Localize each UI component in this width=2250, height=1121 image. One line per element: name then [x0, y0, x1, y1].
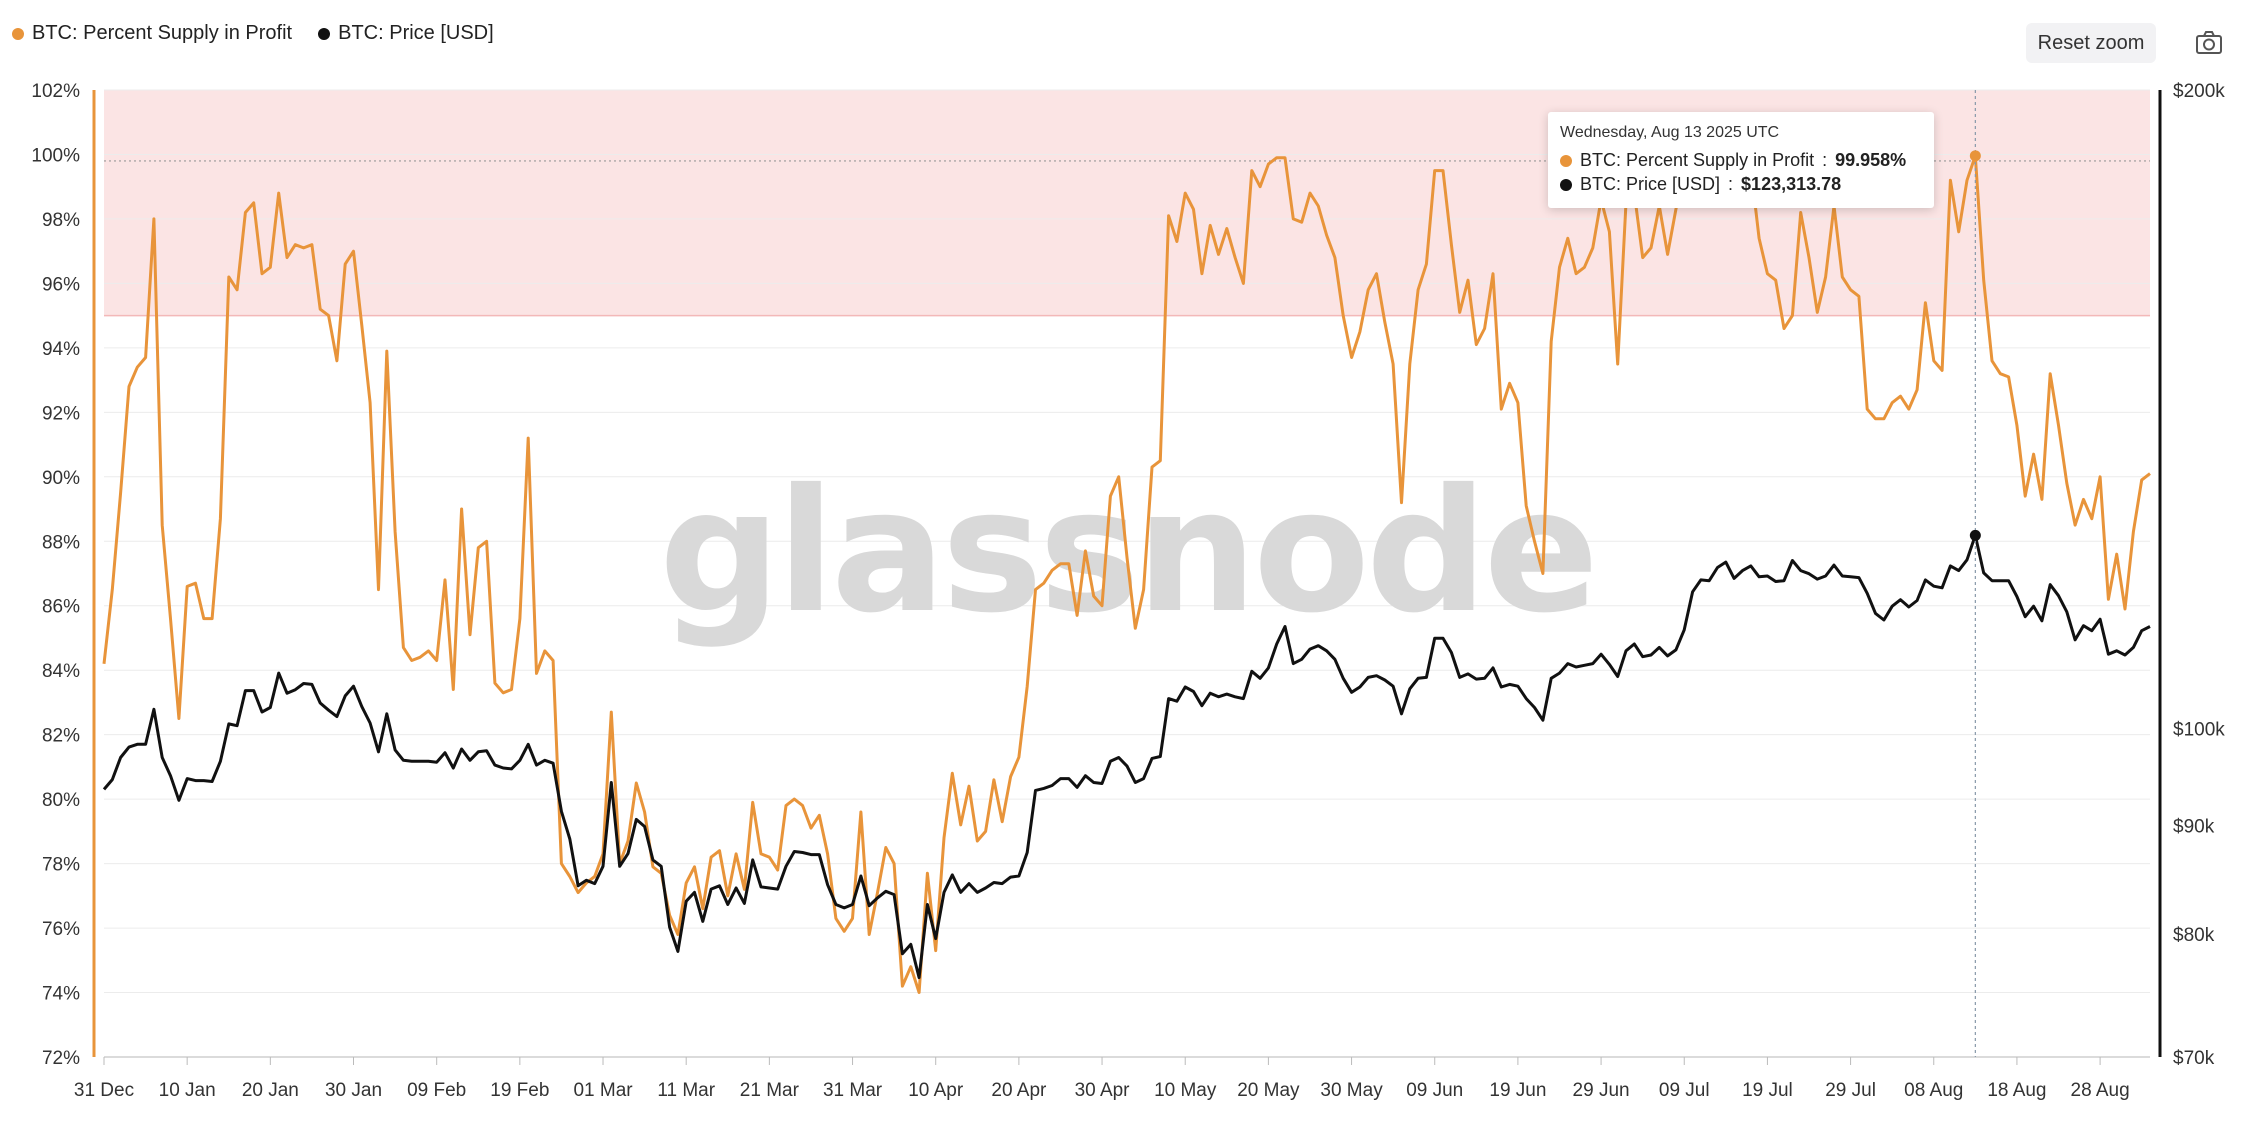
x-tick-label: 28 Aug [2071, 1080, 2130, 1101]
x-tick-label: 21 Mar [740, 1080, 800, 1101]
series-price-line [102, 533, 2151, 980]
y-right-tick-label: $70k [2173, 1048, 2215, 1069]
y-left-tick-label: 92% [42, 403, 80, 424]
y-left-tick-label: 88% [42, 532, 80, 553]
x-tick-label: 29 Jun [1573, 1080, 1630, 1101]
series-supply-in-profit-line [102, 154, 2151, 994]
legend-label-supply-in-profit: BTC: Percent Supply in Profit [32, 22, 293, 44]
y-left-tick-label: 80% [42, 790, 80, 811]
x-tick-label: 10 Jan [159, 1080, 216, 1101]
chart-legend: BTC: Percent Supply in Profit BTC: Price… [12, 22, 494, 45]
glassnode-watermark: glassnode [659, 453, 1595, 651]
chart-tooltip: Wednesday, Aug 13 2025 UTC BTC: Percent … [1548, 112, 1934, 208]
y-right-tick-label: $200k [2173, 81, 2225, 102]
x-tick-label: 30 May [1320, 1080, 1383, 1101]
x-tick-label: 08 Aug [1904, 1080, 1963, 1101]
legend-dot-supply-in-profit [12, 27, 24, 40]
tooltip-dot-supply [1560, 154, 1572, 167]
y-left-tick-label: 76% [42, 919, 80, 940]
x-tick-label: 29 Jul [1825, 1080, 1876, 1101]
x-tick-label: 30 Apr [1075, 1080, 1131, 1101]
x-tick-label: 11 Mar [657, 1080, 715, 1101]
reset-zoom-button[interactable]: Reset zoom [2026, 23, 2156, 63]
highlight-point-price [1969, 529, 1981, 541]
y-left-tick-label: 84% [42, 661, 80, 682]
tooltip-name-supply: BTC: Percent Supply in Profit [1580, 150, 1815, 170]
y-left-tick-label: 72% [42, 1048, 80, 1069]
x-tick-label: 10 Apr [908, 1080, 964, 1101]
y-left-tick-label: 90% [42, 468, 80, 489]
x-tick-label: 20 Jan [242, 1080, 299, 1101]
legend-item-supply-in-profit[interactable]: BTC: Percent Supply in Profit [12, 22, 292, 45]
legend-dot-price [318, 27, 331, 40]
tooltip-value-supply: 99.958% [1835, 150, 1907, 170]
x-tick-label: 10 May [1154, 1080, 1217, 1101]
legend-item-price[interactable]: BTC: Price [USD] [318, 22, 494, 45]
y-right-tick-label: $100k [2173, 719, 2225, 740]
y-left-tick-label: 78% [42, 855, 80, 876]
tooltip-value-price: $123,313.78 [1741, 174, 1842, 194]
y-right-tick-label: $80k [2173, 925, 2215, 946]
x-tick-label: 31 Mar [823, 1080, 883, 1101]
x-tick-label: 20 May [1237, 1080, 1300, 1101]
x-tick-label: 09 Feb [407, 1080, 466, 1101]
y-left-tick-label: 98% [42, 210, 80, 231]
y-left-tick-label: 74% [42, 984, 80, 1005]
camera-icon[interactable] [2192, 26, 2226, 60]
highlight-point-supply [1969, 150, 1981, 162]
y-left-tick-label: 86% [42, 597, 80, 618]
x-tick-label: 01 Mar [573, 1080, 633, 1101]
tooltip-name-price: BTC: Price [USD] [1580, 174, 1721, 194]
y-left-tick-label: 102% [31, 81, 80, 102]
tooltip-row-supply: BTC: Percent Supply in Profit: 99.958% [1560, 150, 1906, 171]
x-tick-label: 19 Feb [490, 1080, 549, 1101]
x-tick-label: 30 Jan [325, 1080, 382, 1101]
tooltip-dot-price [1560, 178, 1572, 191]
x-tick-label: 20 Apr [991, 1080, 1047, 1101]
legend-label-price: BTC: Price [USD] [338, 22, 494, 44]
y-left-tick-label: 94% [42, 339, 80, 360]
x-tick-label: 09 Jun [1406, 1080, 1463, 1101]
y-left-tick-label: 82% [42, 726, 80, 747]
tooltip-row-price: BTC: Price [USD]: $123,313.78 [1560, 174, 1841, 195]
x-tick-label: 18 Aug [1987, 1080, 2046, 1101]
x-tick-label: 19 Jul [1742, 1080, 1793, 1101]
y-left-tick-label: 100% [31, 145, 80, 166]
x-tick-label: 19 Jun [1489, 1080, 1546, 1101]
x-tick-label: 31 Dec [74, 1080, 134, 1101]
y-right-tick-label: $90k [2173, 817, 2215, 838]
tooltip-date: Wednesday, Aug 13 2025 UTC [1560, 124, 1780, 141]
x-tick-label: 09 Jul [1659, 1080, 1710, 1101]
y-left-tick-label: 96% [42, 274, 80, 295]
